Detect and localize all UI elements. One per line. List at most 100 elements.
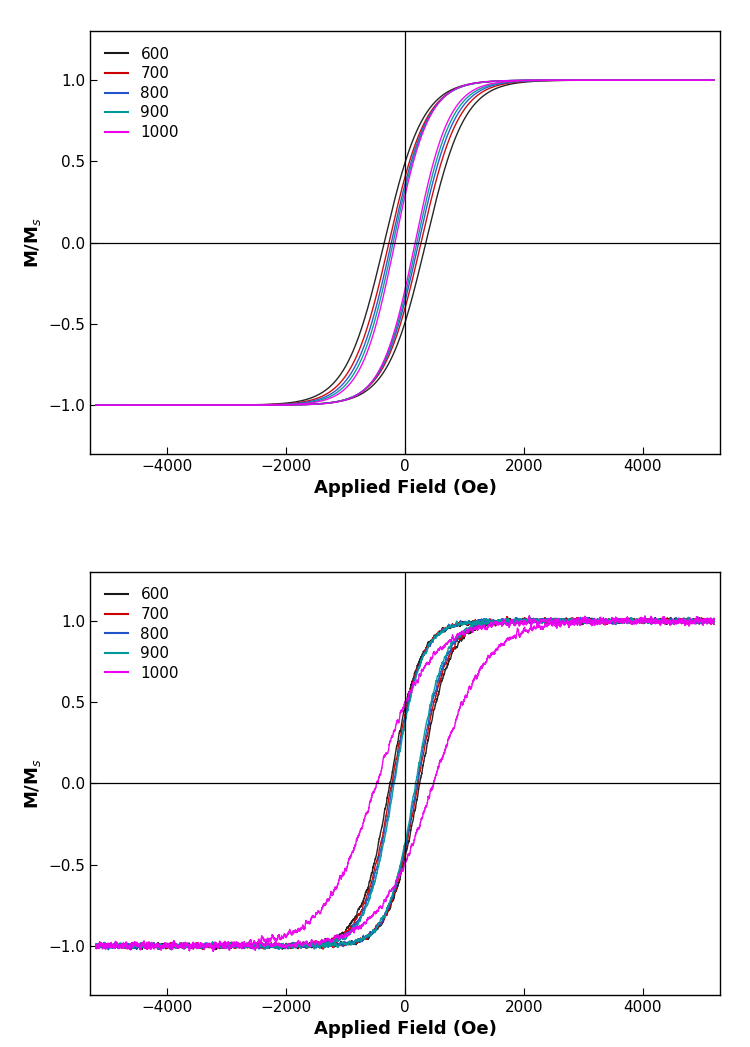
- 700: [710, 618, 718, 630]
- 900: [484, 614, 494, 626]
- 900: [691, 74, 700, 87]
- 1000: [385, 340, 394, 353]
- 900: [710, 74, 718, 87]
- 800: [710, 615, 718, 627]
- 600: [550, 612, 559, 625]
- X-axis label: Applied Field (Oe): Applied Field (Oe): [314, 1020, 496, 1038]
- 800: [351, 389, 360, 402]
- 1000: [356, 386, 365, 399]
- 1000: [484, 650, 494, 663]
- 600: [92, 939, 100, 952]
- Line: 1000: 1000: [96, 617, 714, 951]
- 700: [583, 615, 592, 627]
- 1000: [122, 939, 131, 952]
- Line: 600: 600: [96, 81, 714, 405]
- 900: [550, 615, 559, 627]
- 700: [92, 399, 100, 411]
- Legend: 600, 700, 800, 900, 1000: 600, 700, 800, 900, 1000: [98, 39, 187, 148]
- 900: [660, 74, 669, 87]
- 900: [356, 386, 365, 399]
- 600: [691, 74, 700, 87]
- 1000: [458, 695, 466, 708]
- 900: [583, 612, 592, 625]
- 700: [541, 74, 550, 87]
- 800: [356, 386, 365, 399]
- 900: [541, 74, 550, 87]
- 900: [385, 342, 394, 355]
- 800: [385, 344, 394, 357]
- 800: [550, 614, 559, 626]
- 700: [351, 389, 360, 402]
- 800: [92, 399, 100, 411]
- 800: [583, 612, 592, 625]
- 700: [710, 74, 718, 87]
- 600: [356, 388, 365, 401]
- 1000: [185, 944, 194, 957]
- 700: [458, 631, 466, 644]
- 800: [691, 74, 700, 87]
- Line: 1000: 1000: [96, 81, 714, 405]
- 900: [315, 941, 324, 954]
- 700: [315, 937, 324, 950]
- 900: [627, 611, 636, 624]
- 700: [385, 348, 394, 360]
- 600: [126, 943, 135, 956]
- 700: [484, 619, 494, 631]
- 600: [660, 74, 669, 87]
- 700: [660, 74, 669, 87]
- 800: [541, 74, 550, 87]
- 700: [550, 616, 559, 628]
- 800: [104, 943, 113, 956]
- Line: 700: 700: [96, 618, 714, 949]
- 600: [122, 939, 131, 952]
- 1000: [351, 389, 360, 402]
- 600: [351, 391, 360, 403]
- 700: [122, 940, 131, 953]
- 900: [92, 399, 100, 411]
- 1000: [583, 615, 592, 627]
- 900: [458, 626, 466, 639]
- 1000: [691, 74, 700, 87]
- 700: [209, 942, 218, 955]
- 600: [484, 616, 494, 628]
- 600: [710, 615, 718, 627]
- 900: [166, 943, 175, 956]
- 1000: [92, 941, 100, 954]
- Line: 800: 800: [96, 618, 714, 950]
- 600: [693, 611, 702, 624]
- Y-axis label: M/M$_s$: M/M$_s$: [22, 758, 43, 809]
- 600: [92, 399, 100, 411]
- 700: [356, 386, 365, 399]
- 900: [351, 389, 360, 402]
- 700: [92, 939, 100, 952]
- 600: [385, 356, 394, 369]
- 600: [541, 74, 550, 87]
- 700: [691, 74, 700, 87]
- 900: [92, 939, 100, 952]
- Line: 900: 900: [96, 618, 714, 950]
- 1000: [710, 616, 718, 628]
- 1000: [660, 74, 669, 87]
- 800: [660, 74, 669, 87]
- 800: [484, 616, 494, 628]
- 600: [458, 633, 466, 646]
- Line: 800: 800: [96, 81, 714, 405]
- 700: [574, 611, 583, 624]
- 800: [710, 74, 718, 87]
- 900: [710, 615, 718, 627]
- Y-axis label: M/M$_s$: M/M$_s$: [22, 217, 43, 268]
- 1000: [315, 936, 324, 949]
- X-axis label: Applied Field (Oe): Applied Field (Oe): [314, 480, 496, 497]
- Line: 700: 700: [96, 81, 714, 405]
- 800: [584, 611, 592, 624]
- 1000: [646, 610, 656, 623]
- Line: 900: 900: [96, 81, 714, 405]
- 800: [315, 939, 324, 952]
- 800: [122, 937, 131, 950]
- Line: 600: 600: [96, 618, 714, 950]
- 800: [92, 941, 100, 954]
- 600: [583, 614, 592, 626]
- 1000: [550, 618, 559, 630]
- Legend: 600, 700, 800, 900, 1000: 600, 700, 800, 900, 1000: [98, 580, 187, 689]
- 1000: [710, 74, 718, 87]
